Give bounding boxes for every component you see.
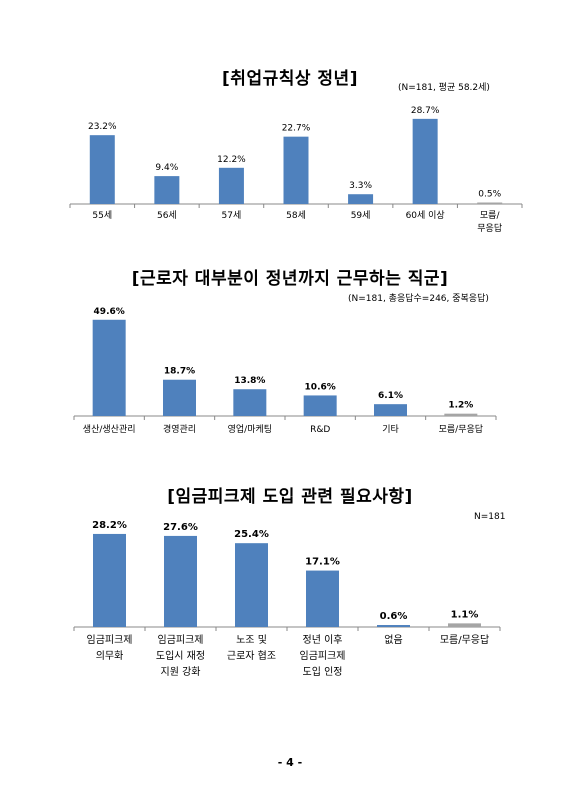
chart3-title: [임금피크제 도입 관련 필요사항] [167,487,413,507]
category-label: 도입 인정 [303,665,343,678]
bar [412,118,438,204]
bar [154,176,180,204]
bar [448,623,481,627]
category-label: 경영관리 [163,423,196,435]
data-label: 17.1% [305,557,340,568]
chart1-note: (N=181, 평균 58.2세) [398,83,490,93]
bar [377,625,410,627]
bar [303,395,337,416]
data-label: 0.6% [380,611,408,622]
category-label: 모름/무응답 [439,423,483,435]
category-label: 근로자 협조 [227,649,276,662]
bar [218,167,244,204]
category-label: 생산/생산관리 [83,424,136,435]
bar [92,319,126,416]
data-label: 18.7% [164,367,195,377]
data-label: 12.2% [217,155,246,165]
bar [233,389,267,416]
data-label: 1.2% [448,401,473,411]
data-label: 28.7% [411,106,440,116]
category-label: 모름/ [480,210,501,221]
data-label: 3.3% [349,181,372,191]
chart3-note: N=181 [474,512,506,522]
chart1-title: [취업규칙상 정년] [222,69,358,89]
data-label: 49.6% [94,307,125,317]
data-label: 13.8% [234,376,265,386]
bar [477,202,503,204]
category-label: 없음 [384,633,402,646]
category-label: 55세 [92,210,112,221]
category-label: 임금피크제 [158,633,204,646]
bar [283,136,309,204]
data-label: 22.7% [282,124,311,134]
data-label: 23.2% [88,122,117,132]
bar [306,570,339,627]
category-label: 의무화 [96,650,124,662]
category-label: 임금피크제 [87,633,133,646]
category-label: 임금피크제 [300,649,346,662]
category-label: 57세 [222,210,242,221]
category-label: 도입시 재정 [156,649,205,662]
chart2-note: (N=181, 총응답수=246, 중복응답) [348,294,489,304]
bar [374,404,407,416]
page-number: - 4 - [277,756,303,769]
category-label: 60세 이상 [406,210,445,221]
data-label: 27.6% [163,522,198,533]
category-label: 지원 강화 [161,666,201,678]
bar [89,135,115,204]
category-label: 정년 이후 [303,634,343,646]
chart2-title: [근로자 대부분이 정년까지 근무하는 직군] [131,269,449,289]
data-label: 0.5% [478,190,501,200]
data-label: 25.4% [234,529,269,540]
category-label: 59세 [351,210,371,221]
data-label: 9.4% [155,163,178,173]
category-label: 56세 [157,210,177,221]
data-label: 10.6% [305,382,336,392]
category-label: 영업/마케팅 [228,424,272,435]
category-label: 기타 [382,424,399,435]
bar [235,543,268,627]
category-label: 무응답 [477,222,502,234]
data-label: 1.1% [451,609,479,620]
category-label: R&D [310,425,330,435]
category-label: 58세 [286,210,306,221]
bar [164,535,197,627]
bar [348,194,374,204]
category-label: 모름/무응답 [440,634,489,646]
category-label: 노조 및 [236,634,267,646]
bar [163,379,196,416]
bar [444,413,478,416]
data-label: 6.1% [378,391,403,401]
data-label: 28.2% [92,520,127,531]
bar [93,533,126,627]
